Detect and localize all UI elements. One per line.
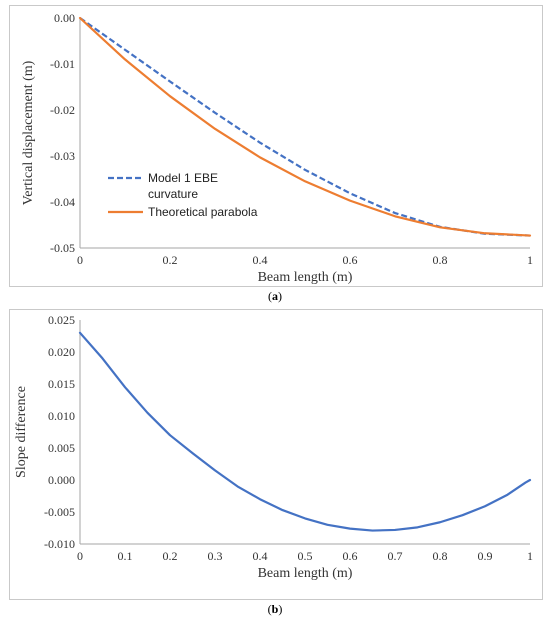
caption-b-letter: b: [271, 602, 279, 616]
chart-a-y-tick-label: 0.00: [54, 11, 75, 25]
chart-a-x-tick-label: 1: [527, 253, 533, 267]
chart-b-y-tick-label: -0.005: [44, 505, 75, 519]
caption-a-letter: a: [272, 289, 278, 303]
chart-b-x-tick-label: 1: [527, 549, 533, 563]
chart-a-y-tick-label: -0.05: [50, 241, 75, 255]
legend-model-1-label: Model 1 EBE: [148, 171, 218, 185]
chart-a-x-tick-label: 0: [77, 253, 83, 267]
chart-a-panel: 0 0.2 0.4 0.6 0.8 1 0.00 -0.01 -0.02 -0.03 -0.04 -0…: [9, 5, 543, 287]
chart-b-series-1-line: [78, 331, 532, 532]
chart-b-x-tick-label: 0.4: [253, 549, 268, 563]
chart-b-y-tick-label: -0.010: [44, 537, 75, 551]
chart-a-y-axis-title: Vertical displacement (m): [21, 60, 36, 205]
caption-b: (b): [267, 602, 283, 616]
chart-b-x-tick-label: 0.6: [343, 549, 358, 563]
chart-b-y-tick-label: 0.005: [48, 441, 75, 455]
chart-a-y-tick-label: -0.03: [50, 149, 75, 163]
chart-a-x-tick-label: 0.4: [253, 253, 268, 267]
legend-model-1-label: curvature: [148, 187, 198, 201]
caption-a: (a): [268, 289, 282, 303]
chart-a-x-axis-title: Beam length (m): [258, 270, 353, 285]
chart-a-x-tick-label: 0.8: [433, 253, 448, 267]
chart-b-y-tick-label: 0.000: [48, 473, 75, 487]
chart-b-y-tick-label: 0.020: [48, 345, 75, 359]
chart-a-x-tick-label: 0.2: [163, 253, 178, 267]
chart-b-panel: 0 0.1 0.2 0.3 0.4 0.5 0.6 0.7 0.8 0.9 1 0.025 0.020 0…: [9, 309, 543, 600]
chart-b-x-tick-label: 0.3: [208, 549, 223, 563]
chart-b-y-tick-label: 0.015: [48, 377, 75, 391]
chart-b-svg: 0 0.1 0.2 0.3 0.4 0.5 0.6 0.7 0.8 0.9 1 0.025 0.020 0…: [14, 313, 533, 581]
chart-b-x-tick-label: 0.1: [118, 549, 133, 563]
chart-b-x-axis-title: Beam length (m): [258, 566, 353, 581]
chart-b-x-tick-label: 0: [77, 549, 83, 563]
chart-a-y-tick-label: -0.04: [50, 195, 75, 209]
chart-a-y-tick-label: -0.01: [50, 57, 75, 71]
chart-a-series-1-line: [79, 17, 531, 237]
chart-b-x-tick-label: 0.7: [388, 549, 403, 563]
chart-b-y-axis-title: Slope difference: [14, 386, 29, 478]
chart-b-y-tick-label: 0.010: [48, 409, 75, 423]
legend-theoretical-label: Theoretical parabola: [148, 205, 258, 219]
chart-a-series-2-line: [78, 16, 532, 237]
chart-b-y-tick-label: 0.025: [48, 313, 75, 327]
chart-a-y-tick-label: -0.02: [50, 103, 75, 117]
chart-b-x-tick-label: 0.8: [433, 549, 448, 563]
chart-b-x-tick-label: 0.5: [298, 549, 313, 563]
chart-b-x-tick-label: 0.9: [478, 549, 493, 563]
chart-b-x-tick-label: 0.2: [163, 549, 178, 563]
chart-a-svg: 0 0.2 0.4 0.6 0.8 1 0.00 -0.01 -0.02 -0.03 -0.04 -0…: [21, 11, 533, 285]
chart-a-x-tick-label: 0.6: [343, 253, 358, 267]
